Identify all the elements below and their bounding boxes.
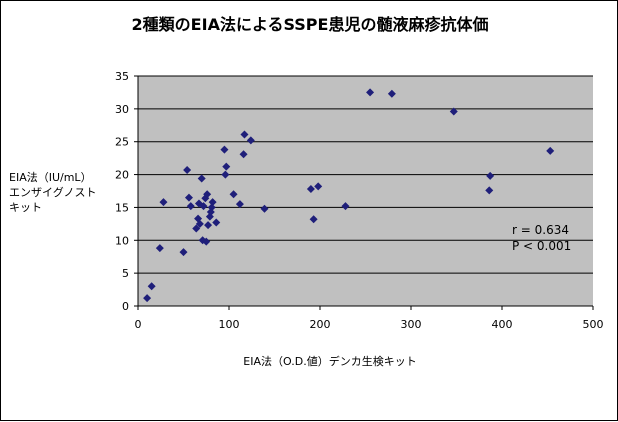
data-point-16 <box>202 237 211 246</box>
grid-lines <box>138 75 593 274</box>
data-point-26 <box>222 162 231 171</box>
data-point-29 <box>239 150 248 159</box>
y-tick-label-35: 35 <box>115 70 129 83</box>
data-point-34 <box>309 215 318 224</box>
data-point-23 <box>212 218 221 227</box>
data-point-0 <box>143 294 152 303</box>
plot-area <box>138 76 593 306</box>
y-tick-label-10: 10 <box>115 234 129 247</box>
data-point-41 <box>486 171 495 180</box>
data-point-32 <box>260 204 269 213</box>
data-point-30 <box>240 130 249 139</box>
p-value-annotation: P < 0.001 <box>512 239 571 253</box>
data-point-21 <box>207 203 216 212</box>
correlation-annotation: r = 0.634 <box>512 223 569 237</box>
x-tick-label-300: 300 <box>401 318 422 331</box>
data-point-22 <box>208 198 217 207</box>
y-tick-label-5: 5 <box>122 267 129 280</box>
y-axis-label-line-3: キット <box>9 201 42 214</box>
x-tick-label-0: 0 <box>135 318 142 331</box>
data-point-24 <box>220 145 229 154</box>
data-point-35 <box>314 182 323 191</box>
data-point-25 <box>221 170 230 179</box>
data-point-14 <box>199 202 208 211</box>
data-point-12 <box>197 174 206 183</box>
y-tick-label-20: 20 <box>115 169 129 182</box>
data-point-39 <box>449 107 458 116</box>
x-axis-label: EIA法（O.D.値）デンカ生検キット <box>243 355 417 368</box>
data-point-37 <box>366 88 375 97</box>
data-point-4 <box>179 248 188 257</box>
data-points <box>143 88 555 303</box>
data-point-28 <box>235 200 244 209</box>
data-point-8 <box>192 224 201 233</box>
data-point-17 <box>203 190 212 199</box>
data-point-42 <box>546 146 555 155</box>
data-point-27 <box>229 190 238 199</box>
y-tick-label-15: 15 <box>115 201 129 214</box>
data-point-1 <box>147 282 156 291</box>
data-point-11 <box>195 219 204 228</box>
y-tick-labels: 0 5 10 15 20 25 30 35 <box>115 70 129 313</box>
x-tick-label-500: 500 <box>583 318 604 331</box>
data-point-6 <box>184 193 193 202</box>
chart-title: 2種類のEIA法によるSSPE患児の髄液麻疹抗体価 <box>131 15 489 34</box>
x-tick-label-200: 200 <box>310 318 331 331</box>
data-point-31 <box>246 136 255 145</box>
data-point-5 <box>183 165 192 174</box>
axes <box>134 75 594 310</box>
data-point-3 <box>159 198 168 207</box>
x-tick-label-400: 400 <box>492 318 513 331</box>
data-point-7 <box>186 202 195 211</box>
data-point-2 <box>155 244 164 253</box>
data-point-40 <box>485 186 494 195</box>
data-point-33 <box>306 185 315 194</box>
y-axis-label-line-2: エンザイグノスト <box>9 186 97 199</box>
data-point-18 <box>204 221 213 230</box>
x-tick-labels: 0 100 200 300 400 500 <box>135 318 604 331</box>
y-tick-label-30: 30 <box>115 103 129 116</box>
x-tick-label-100: 100 <box>219 318 240 331</box>
data-point-38 <box>387 89 396 98</box>
y-tick-label-0: 0 <box>122 300 129 313</box>
data-point-36 <box>341 202 350 211</box>
y-axis-label-line-1: EIA法（IU/mL） <box>9 171 92 184</box>
y-tick-label-25: 25 <box>115 136 129 149</box>
